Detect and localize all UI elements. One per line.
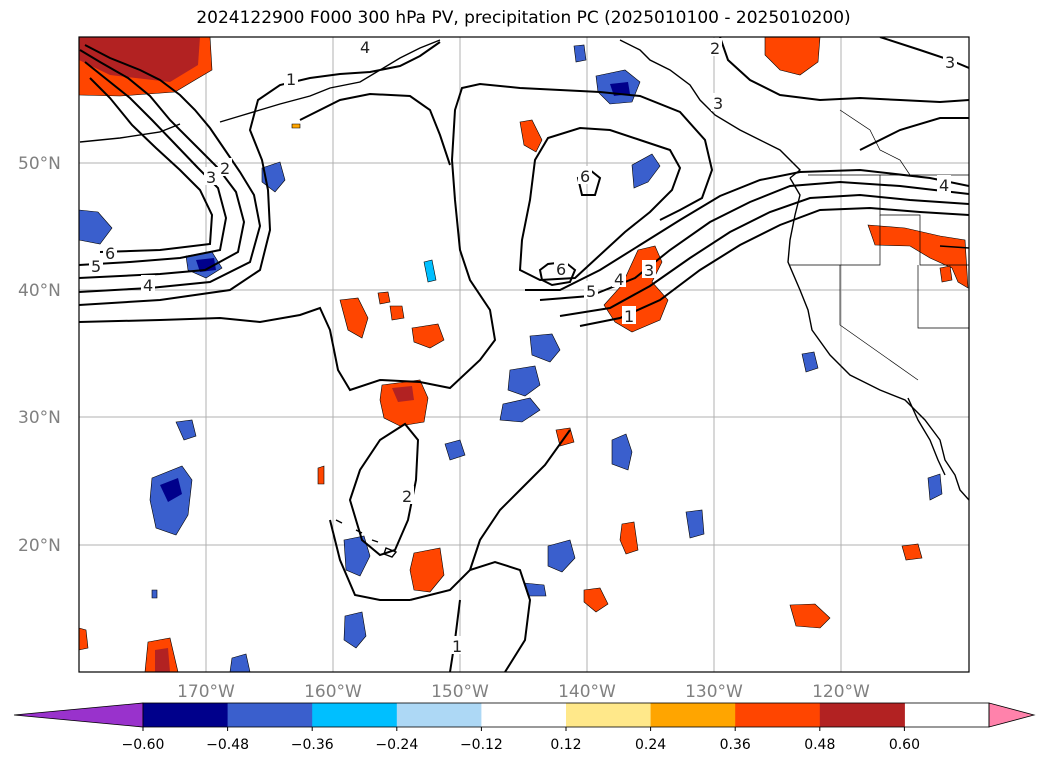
lon-label-170w: 170°W [177, 682, 235, 702]
colorbar-segment [143, 703, 229, 727]
contour-label-1a: 1 [286, 70, 296, 89]
colorbar-tick-label: 0.60 [889, 737, 920, 753]
colorbar-segment [227, 703, 313, 727]
colorbar-segment [819, 703, 905, 727]
longitude-labels: 170°W 160°W 150°W 140°W 130°W 120°W [177, 682, 870, 702]
map-border [78, 36, 970, 673]
contour-label-6c: 6 [556, 260, 566, 279]
lon-label-130w: 130°W [685, 682, 743, 702]
figure-title: 2024122900 F000 300 hPa PV, precipitatio… [196, 8, 851, 28]
colorbar-segment [396, 703, 482, 727]
contour-label-3b: 3 [644, 261, 654, 280]
borders [790, 109, 969, 381]
colorbar-tick-label: 0.48 [804, 737, 835, 753]
lat-label-50n: 50°N [18, 154, 61, 174]
contour-label-1b: 1 [624, 307, 634, 326]
colorbar-tick-label: −0.24 [375, 737, 418, 753]
contour-label-3c: 3 [945, 53, 955, 72]
contour-label-4a: 4 [143, 276, 153, 295]
colorbar-tick-label: −0.60 [122, 737, 165, 753]
contour-label-4d: 4 [360, 38, 370, 57]
colorbar-tick-label: −0.48 [206, 737, 249, 753]
contour-label-1c: 1 [452, 637, 462, 656]
gridlines [79, 37, 969, 672]
lon-label-160w: 160°W [304, 682, 362, 702]
colorbar-segment [481, 703, 567, 727]
contour-label-6b: 6 [580, 167, 590, 186]
colorbar-tick-label: 0.36 [720, 737, 751, 753]
lat-label-40n: 40°N [18, 281, 61, 301]
lon-label-140w: 140°W [558, 682, 616, 702]
lat-label-30n: 30°N [18, 408, 61, 428]
contour-label-2c: 2 [402, 487, 412, 506]
colorbar-segment [735, 703, 821, 727]
contour-label-4b: 4 [614, 270, 624, 289]
colorbar-tick-label: −0.12 [460, 737, 503, 753]
latitude-labels: 50°N 40°N 30°N 20°N [18, 154, 61, 556]
colorbar-tick-label: 0.12 [550, 737, 581, 753]
precip-negative-shading [79, 44, 943, 672]
contour-label-3a: 3 [206, 168, 216, 187]
lon-label-150w: 150°W [431, 682, 489, 702]
colorbar-segment [566, 703, 652, 727]
contour-label-5b: 5 [586, 282, 596, 301]
colorbar: −0.60 −0.48 −0.36 −0.24 −0.12 0.12 0.24 0.36 0.4… [13, 702, 1036, 753]
contour-label-5a: 5 [91, 257, 101, 276]
contour-label-6a: 6 [105, 244, 115, 263]
colorbar-segment [650, 703, 736, 727]
colorbar-extend-low [13, 702, 144, 728]
lat-label-20n: 20°N [18, 536, 61, 556]
contour-label-2a: 2 [220, 159, 230, 178]
contour-label-4c: 4 [939, 176, 949, 195]
colorbar-tick-label: −0.36 [291, 737, 334, 753]
colorbar-tick-label: 0.24 [635, 737, 666, 753]
lon-label-120w: 120°W [812, 682, 870, 702]
contour-labels: 1 2 3 4 5 6 6 6 5 4 3 1 4 3 [89, 37, 957, 656]
colorbar-extend-high [988, 702, 1036, 728]
contour-label-2b: 2 [710, 39, 720, 58]
colorbar-segment [312, 703, 398, 727]
pv-contours [79, 37, 969, 672]
contour-label-3d: 3 [713, 94, 723, 113]
